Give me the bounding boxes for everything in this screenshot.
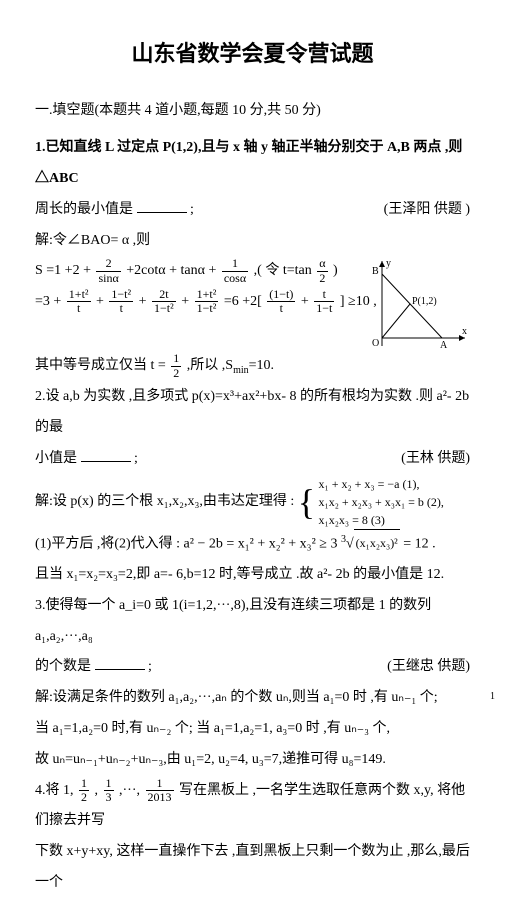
q1-eq1: S =1 +2 + 2sinα +2cotα + tanα + 1cosα ,(…: [35, 256, 470, 287]
section-header: 一.填空题(本题共 4 道小题,每题 10 分,共 50 分): [35, 96, 470, 127]
q2-semicolon: ;: [134, 451, 138, 466]
q3-sol-c: 故 uₙ=uₙ₋₁+uₙ₋₂+uₙ₋₃,由 u₁=2, u₂=4, u₃=7,递…: [35, 745, 470, 776]
q1-blank: [137, 198, 187, 213]
q2-stem-line2: 小值是 ; (王林 供题): [35, 444, 470, 475]
q2-blank: [81, 447, 131, 462]
q2-stem-a: 2.设 a,b 为实数 ,且多项式 p(x)=x³+ax²+bx- 8 的所有根…: [35, 382, 470, 444]
q3-author: (王继忠 供题): [387, 652, 470, 683]
q2-cases: x₁ + x₂ + x₃ = −a (1), x₁x₂ + x₂x₃ + x₃x…: [319, 475, 444, 529]
q2-sol-a: 解:设 p(x) 的三个根 x₁,x₂,x₃,由韦达定理得 : { x₁ + x…: [35, 475, 470, 529]
q4-line2: 下数 x+y+xy, 这样一直操作下去 ,直到黑板上只剩一个数为止 ,那么,最后…: [35, 837, 470, 899]
q1-semicolon: ;: [190, 202, 194, 217]
q3-sol-b: 当 a₁=1,a₂=0 时,有 uₙ₋₂ 个; 当 a₁=1,a₂=1, a₃=…: [35, 714, 470, 745]
q2-stem-b: 小值是: [35, 451, 77, 466]
q3-sol-a: 解:设满足条件的数列 a₁,a₂,···,aₙ 的个数 uₙ,则当 a₁=0 时…: [35, 683, 470, 714]
q2-author: (王林 供题): [401, 444, 470, 475]
q1-stem-b: 周长的最小值是: [35, 202, 133, 217]
q1-stem-line2: 周长的最小值是 ; (王泽阳 供题 ): [35, 195, 470, 226]
q3-stem-a: 3.使得每一个 a_i=0 或 1(i=1,2,···,8),且没有连续三项都是…: [35, 591, 470, 653]
q4-line1: 4.将 1, 12 , 13 ,···, 12013 写在黑板上 ,一名学生选取…: [35, 776, 470, 838]
q3-blank: [95, 655, 145, 670]
q3-stem-b: 的个数是: [35, 659, 91, 674]
q1-stem-line1: 1.已知直线 L 过定点 P(1,2),且与 x 轴 y 轴正半轴分别交于 A,…: [35, 133, 470, 195]
q3-semicolon: ;: [148, 659, 152, 674]
q1-eq2: =3 + 1+t²t + 1−t²t + 2t1−t² + 1+t²1−t² =…: [35, 287, 470, 318]
q2-step1: (1)平方后 ,将(2)代入得 : a² − 2b = x₁² + x₂² + …: [35, 529, 470, 560]
q1-author: (王泽阳 供题 ): [384, 195, 470, 226]
q2-step2: 且当 x₁=x₂=x₃=2,即 a=- 6,b=12 时,等号成立 .故 a²-…: [35, 560, 470, 591]
q1-conclusion: 其中等号成立仅当 t = 12 ,所以 ,Smin=10.: [35, 351, 470, 382]
brace-icon: {: [298, 484, 315, 520]
page-title: 山东省数学会夏令营试题: [35, 30, 470, 78]
q3-stem-line2: 的个数是 ; (王继忠 供题): [35, 652, 470, 683]
svg-text:x: x: [462, 326, 467, 337]
q1-stem-a: 1.已知直线 L 过定点 P(1,2),且与 x 轴 y 轴正半轴分别交于 A,…: [35, 140, 462, 186]
svg-text:O: O: [372, 338, 379, 349]
svg-text:A: A: [440, 340, 448, 351]
page-number: 1: [490, 686, 495, 708]
q1-sol-a: 解:令∠BAO= α ,则: [35, 226, 470, 257]
